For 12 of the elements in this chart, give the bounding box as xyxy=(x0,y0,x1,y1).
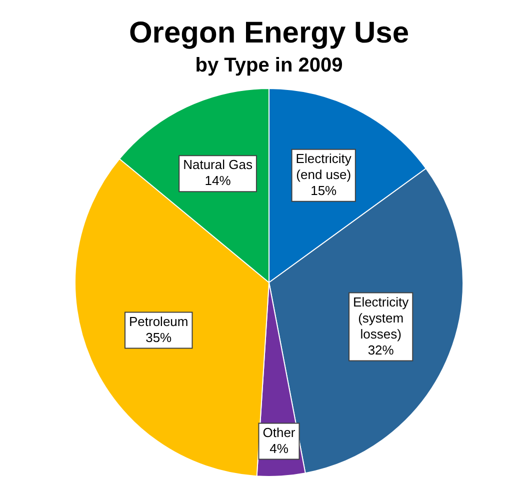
slice-label: Electricity (end use) xyxy=(296,150,352,182)
data-label: 14% xyxy=(204,173,232,188)
slice-label: Other xyxy=(262,424,296,440)
chart-subtitle: by Type in 2009 xyxy=(195,54,343,77)
slice-label: Petroleum xyxy=(128,314,188,329)
data-label: 4% xyxy=(270,440,289,456)
data-label: 15% xyxy=(310,182,338,198)
data-label: 35% xyxy=(146,330,172,345)
slice-label: Electricity (system losses) xyxy=(353,294,410,342)
slice-label: Natural Gas xyxy=(183,157,253,172)
data-label: 32% xyxy=(368,342,394,358)
chart-title: Oregon Energy Use xyxy=(128,16,410,50)
